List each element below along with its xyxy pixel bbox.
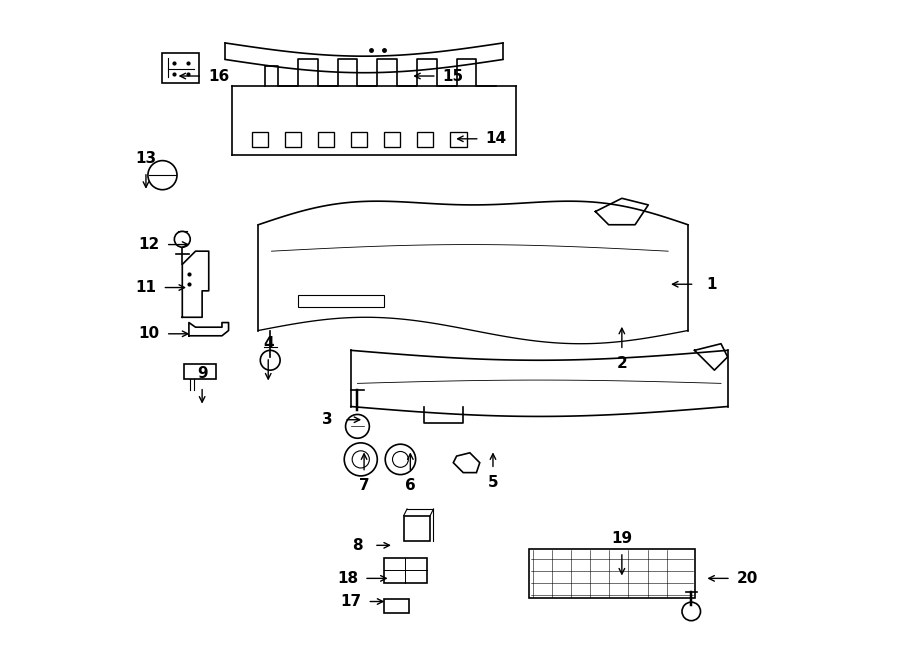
Bar [384, 599, 409, 613]
Bar [384, 132, 400, 147]
Text: 17: 17 [340, 594, 362, 609]
Text: 5: 5 [488, 475, 499, 490]
Text: 6: 6 [405, 479, 416, 493]
Bar [163, 53, 199, 83]
Text: 15: 15 [443, 69, 464, 83]
Bar [351, 132, 367, 147]
Text: 12: 12 [139, 237, 160, 252]
Text: 10: 10 [139, 327, 160, 341]
Text: 19: 19 [611, 531, 633, 546]
Bar [318, 132, 334, 147]
Bar [284, 132, 302, 147]
Text: 4: 4 [263, 336, 274, 351]
Text: 13: 13 [135, 151, 157, 166]
Text: 11: 11 [135, 280, 157, 295]
Bar [417, 132, 434, 147]
Bar [529, 549, 695, 598]
Bar [252, 132, 268, 147]
Bar [384, 558, 427, 583]
Bar [184, 364, 216, 379]
Text: 3: 3 [322, 412, 333, 427]
Text: 1: 1 [706, 277, 716, 292]
Text: 14: 14 [486, 132, 507, 146]
Bar [298, 295, 384, 307]
Text: 9: 9 [197, 366, 207, 381]
Text: 7: 7 [359, 479, 369, 493]
Text: 16: 16 [208, 69, 230, 83]
Text: 2: 2 [616, 356, 627, 371]
Text: 20: 20 [737, 571, 758, 586]
Text: 18: 18 [337, 571, 358, 586]
Bar [404, 516, 430, 541]
Bar [450, 132, 466, 147]
Text: 8: 8 [352, 538, 363, 553]
